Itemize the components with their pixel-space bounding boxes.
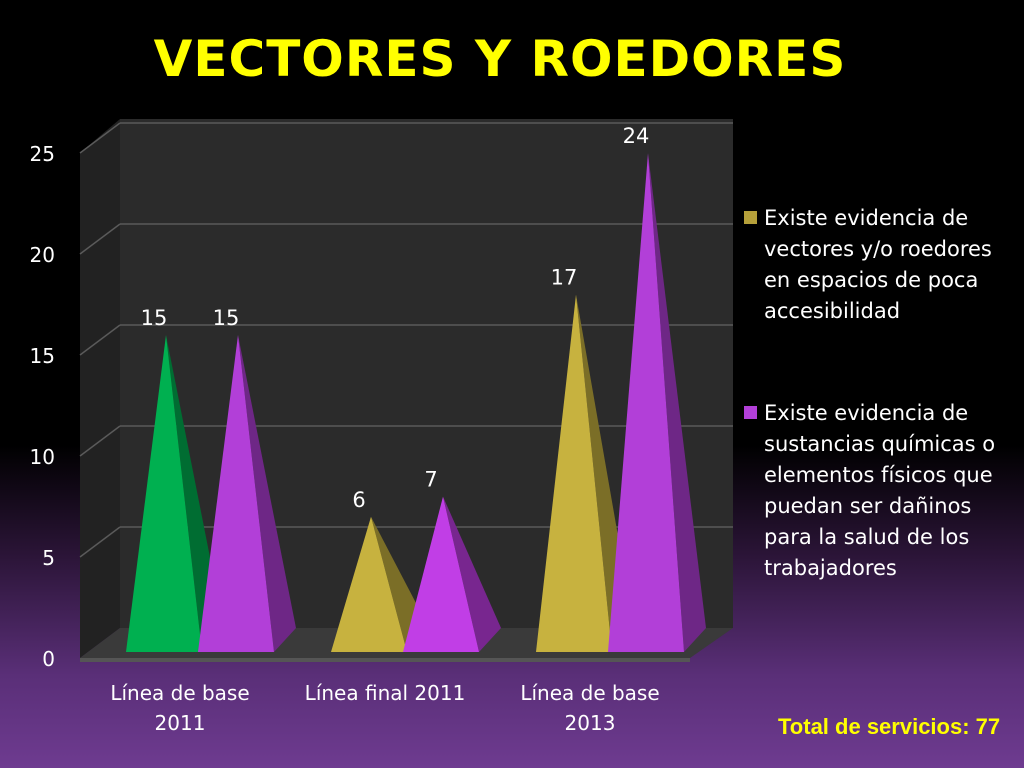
pyramid-front-face: [198, 335, 274, 652]
legend-label-line: Existe evidencia de: [764, 206, 969, 230]
pyramid-bar: [403, 496, 501, 652]
legend-label-line: accesibilidad: [764, 299, 901, 323]
floor-edge: [80, 658, 690, 662]
legend-label-line: elementos físicos que: [764, 463, 993, 487]
y-tick-label: 0: [42, 647, 55, 671]
data-label: 24: [623, 124, 650, 148]
pyramid-bar: [608, 153, 706, 652]
data-label: 17: [551, 266, 578, 290]
legend-swatch: [744, 406, 757, 419]
legend-label-line: trabajadores: [764, 556, 897, 580]
gridline-side: [79, 324, 121, 356]
legend-label-line: Existe evidencia de: [764, 401, 969, 425]
legend-label-line: en espacios de poca: [764, 268, 979, 292]
x-tick-label: Línea final 2011: [305, 681, 466, 705]
pyramid-front-face: [536, 294, 612, 652]
y-tick-label: 15: [30, 344, 55, 368]
legend-item: Existe evidencia de sustancias químicas o…: [744, 398, 1024, 584]
side-wall: [80, 119, 120, 658]
legend-label-line: vectores y/o roedores: [764, 237, 992, 261]
legend-label-line: para la salud de los: [764, 525, 970, 549]
gridline-side: [79, 122, 121, 154]
pyramid-side-face: [443, 496, 501, 652]
pyramid-bar: [198, 335, 296, 652]
y-tick-label: 10: [30, 445, 55, 469]
data-label: 6: [352, 488, 365, 512]
gridline-side: [79, 223, 121, 255]
page-title: VECTORES Y ROEDORES: [153, 30, 847, 88]
pyramid-side-face: [648, 153, 706, 652]
x-tick-label: Línea de base 2011: [110, 681, 249, 735]
pyramid-front-face: [403, 496, 479, 652]
y-tick-label: 20: [30, 243, 55, 267]
data-label: 15: [141, 306, 168, 330]
legend-item: Existe evidencia de vectores y/o roedores…: [744, 203, 1024, 327]
gridline-side: [79, 526, 121, 558]
data-labels: 15 6 17 15 7 24: [141, 124, 650, 512]
data-label: 7: [424, 468, 437, 492]
pyramid-front-face: [331, 516, 407, 652]
pyramid-front-face: [608, 153, 684, 652]
legend-swatch: [744, 211, 757, 224]
x-axis-labels: Línea de base 2011 Línea final 2011 Línea d…: [110, 681, 659, 735]
chart-marks: [126, 153, 706, 652]
gridline-side: [79, 425, 121, 457]
y-axis-ticks: 0 5 10 15 20 25: [30, 142, 55, 671]
legend-label-line: sustancias químicas o: [764, 432, 996, 456]
data-label: 15: [213, 306, 240, 330]
pyramid-side-face: [238, 335, 296, 652]
legend-label-line: puedan ser dañinos: [764, 494, 972, 518]
x-tick-label: Línea de base 2013: [520, 681, 659, 735]
pyramid-front-face: [126, 335, 202, 652]
total-services-label: Total de servicios: 77: [778, 714, 1001, 739]
y-tick-label: 25: [30, 142, 55, 166]
y-tick-label: 5: [42, 546, 55, 570]
